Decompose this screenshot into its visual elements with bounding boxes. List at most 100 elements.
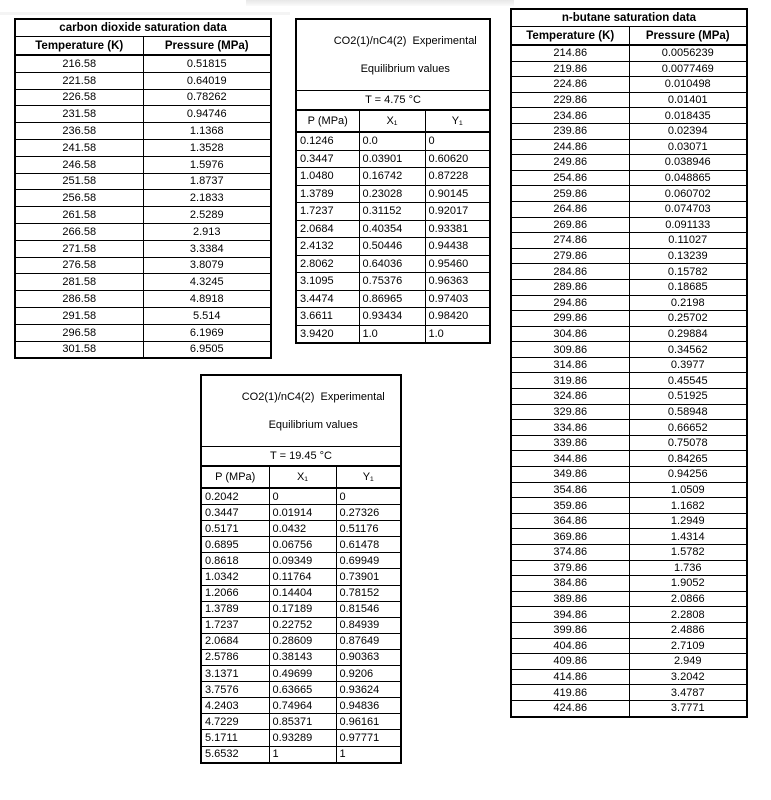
- table-row: 1.3789 0.23028 0.90145: [295, 184, 491, 203]
- table-cell: 0.61478: [335, 536, 402, 554]
- table-cell: 0.58948: [628, 403, 748, 421]
- table-cell: 0.31152: [358, 202, 426, 221]
- table-row: 299.86 0.25702: [510, 310, 748, 327]
- table-cell: 0.16742: [358, 167, 426, 186]
- table-cell: 2.0684: [200, 632, 270, 650]
- table-row: 2.5786 0.38143 0.90363: [200, 648, 402, 667]
- table-row: 3.1371 0.49699 0.9206: [200, 665, 402, 683]
- table-cell: 1.7237: [295, 202, 360, 221]
- table-row: 289.86 0.18685: [510, 278, 748, 296]
- table-cell: 1.5976: [142, 155, 272, 174]
- table-cell: 0.85371: [268, 713, 337, 731]
- table-cell: 0.51815: [142, 54, 272, 73]
- table-row: 389.86 2.0866: [510, 590, 748, 608]
- table-header-row: P (MPa) X₁ Y₁: [295, 109, 491, 133]
- table-cell: 0.22752: [268, 616, 337, 634]
- table-row: 239.86 0.02394: [510, 122, 748, 140]
- table-row: 269.86 0.091133: [510, 216, 748, 234]
- table-cell: 2.0684: [295, 219, 360, 238]
- table-row: 296.58 6.1969: [14, 323, 272, 342]
- table-row: 1.3789 0.17189 0.81546: [200, 600, 402, 618]
- table-cell: 289.86: [510, 278, 630, 296]
- table-row: 301.58 6.9505: [14, 340, 272, 359]
- table-row: 329.86 0.58948: [510, 403, 748, 421]
- table-cell: 304.86: [510, 325, 630, 343]
- table-cell: 2.2808: [628, 606, 748, 623]
- table-cell: 0.45545: [628, 372, 748, 390]
- table-cell: 344.86: [510, 450, 630, 468]
- table-cell: 3.3384: [142, 239, 272, 258]
- equilibrium-1945-title-line1: CO2(1)/nC4(2) Experimental: [241, 391, 385, 403]
- table-cell: 4.3245: [142, 273, 272, 292]
- table-cell: 359.86: [510, 497, 630, 514]
- table-cell: 0.84939: [335, 616, 402, 634]
- table-temperature-row: T = 4.75 °C: [295, 90, 491, 111]
- equilibrium-475-body: 0.1246 0.0 0 0.3447 0.03901 0.60620 1.0480 0.16…: [295, 131, 491, 344]
- table-cell: 2.949: [628, 653, 748, 670]
- table-cell: 1.7237: [200, 616, 270, 634]
- table-cell: 274.86: [510, 232, 630, 249]
- table-cell: 0.38143: [268, 648, 337, 667]
- table-cell: 0.5171: [200, 520, 270, 538]
- table-cell: 3.4787: [628, 684, 748, 701]
- table-cell: 0.50446: [358, 237, 426, 256]
- table-cell: 3.2042: [628, 668, 748, 686]
- table-cell: 0.27326: [335, 504, 402, 522]
- table-row: 271.58 3.3384: [14, 239, 272, 258]
- table-cell: 284.86: [510, 263, 630, 280]
- gray-artifact-strip-left: [0, 12, 290, 15]
- table-cell: 0.64036: [358, 254, 426, 273]
- table-cell: 0.3447: [200, 504, 270, 522]
- table-row: 229.86 0.01401: [510, 91, 748, 109]
- table-cell: 424.86: [510, 699, 630, 718]
- table-cell: 0.75376: [358, 272, 426, 291]
- table-row: 404.86 2.7109: [510, 637, 748, 655]
- table-cell: 299.86: [510, 310, 630, 327]
- table-cell: 266.58: [14, 222, 144, 241]
- table-cell: 409.86: [510, 653, 630, 670]
- table-row: 261.58 2.5289: [14, 206, 272, 224]
- table-cell: 286.58: [14, 290, 144, 308]
- table-cell: 1.2949: [628, 512, 748, 530]
- table-cell: 226.58: [14, 88, 144, 107]
- table-cell: 399.86: [510, 621, 630, 639]
- table-row: 1.7237 0.22752 0.84939: [200, 616, 402, 634]
- table-cell: 0.091133: [628, 216, 748, 234]
- equilibrium-1945-title-line2: Equilibrium values: [268, 419, 358, 431]
- table-cell: 1.2066: [200, 584, 270, 602]
- table-row: 4.2403 0.74964 0.94836: [200, 697, 402, 715]
- table-cell: 0.010498: [628, 76, 748, 93]
- table-cell: 0.63665: [268, 681, 337, 699]
- table-cell: 0.0432: [268, 520, 337, 538]
- table-cell: 0.98420: [424, 307, 491, 326]
- table-cell: 3.7576: [200, 681, 270, 699]
- table-row: 319.86 0.45545: [510, 372, 748, 390]
- table-cell: 296.58: [14, 323, 144, 342]
- table-cell: 0.13239: [628, 247, 748, 265]
- table-header-row: Temperature (K) Pressure (MPa): [14, 36, 272, 56]
- table-cell: 0.74964: [268, 697, 337, 715]
- table-cell: 0.90145: [424, 184, 491, 203]
- table-row: 2.0684 0.28609 0.87649: [200, 632, 402, 650]
- table-cell: 0.1246: [295, 131, 360, 151]
- table-cell: 0.75078: [628, 434, 748, 452]
- table-cell: 1: [335, 745, 402, 764]
- table-cell: 294.86: [510, 294, 630, 312]
- table-cell: 0.0: [358, 131, 426, 151]
- table-cell: 0.93624: [335, 681, 402, 699]
- table-cell: 0.6895: [200, 536, 270, 554]
- table-cell: 0.94438: [424, 237, 491, 256]
- co2-saturation-table: carbon dioxide saturation data Temperatu…: [14, 18, 273, 360]
- table-row: 339.86 0.75078: [510, 434, 748, 452]
- table-cell: 219.86: [510, 60, 630, 78]
- table-cell: 2.4132: [295, 237, 360, 256]
- table-row: 414.86 3.2042: [510, 668, 748, 686]
- table-row: 266.58 2.913: [14, 222, 272, 241]
- table-cell: 2.0866: [628, 590, 748, 608]
- table-row: 1.0480 0.16742 0.87228: [295, 167, 491, 186]
- column-header-temperature: Temperature (K): [14, 36, 144, 56]
- table-cell: 1.736: [628, 559, 748, 577]
- table-row: 5.6532 1 1: [200, 745, 402, 764]
- table-cell: 0.90363: [335, 648, 402, 667]
- table-title-row: n-butane saturation data: [510, 8, 748, 27]
